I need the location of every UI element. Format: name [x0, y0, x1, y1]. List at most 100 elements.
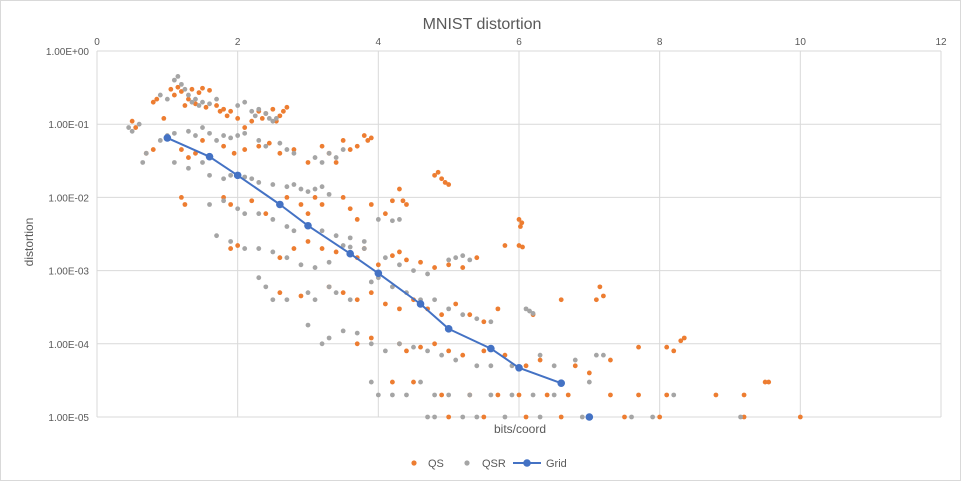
- qs-point: [519, 220, 525, 226]
- qs-point: [354, 341, 360, 347]
- qsr-point: [263, 143, 269, 149]
- qs-point: [586, 370, 592, 376]
- x-tick-label: 10: [795, 37, 807, 48]
- qsr-point: [270, 118, 276, 124]
- qs-point: [179, 89, 184, 94]
- qs-point: [495, 306, 501, 312]
- qs-point: [249, 118, 255, 124]
- qsr-point: [207, 130, 212, 136]
- qsr-point: [347, 244, 353, 250]
- qs-point: [284, 104, 290, 110]
- qs-point: [474, 255, 480, 261]
- qsr-point: [530, 311, 536, 316]
- qsr-point: [207, 172, 212, 178]
- qsr-point: [171, 160, 177, 165]
- qsr-point: [319, 341, 325, 347]
- legend-label-qsr: QSR: [482, 458, 506, 470]
- qs-point: [354, 143, 360, 149]
- qsr-point: [488, 319, 494, 325]
- qsr-point: [189, 99, 195, 105]
- qsr-point: [425, 271, 430, 277]
- qsr-point: [182, 86, 188, 92]
- qs-point: [256, 143, 262, 149]
- qsr-point: [411, 344, 416, 350]
- qsr-point: [446, 306, 452, 312]
- qs-point: [375, 262, 381, 268]
- qsr-point: [347, 235, 353, 241]
- qs-point: [235, 116, 241, 121]
- qs-point: [242, 147, 248, 152]
- grid-point: [444, 325, 453, 333]
- qs-point: [523, 414, 529, 420]
- qs-point: [200, 138, 205, 143]
- qs-point: [502, 243, 508, 248]
- qsr-point: [136, 121, 142, 127]
- y-tick-label: 1.00E-04: [48, 340, 89, 351]
- qsr-point: [474, 316, 480, 322]
- qs-point: [228, 202, 234, 207]
- qsr-point: [333, 290, 339, 296]
- qs-point: [516, 217, 522, 222]
- qs-point: [171, 92, 177, 98]
- qs-point: [572, 363, 578, 369]
- qs-point: [193, 150, 198, 156]
- qsr-point: [523, 306, 529, 312]
- qs-point: [221, 106, 227, 112]
- qsr-point: [143, 150, 149, 156]
- qsr-point: [186, 92, 191, 98]
- qs-point: [397, 249, 402, 255]
- qsr-point: [235, 103, 241, 108]
- qsr-point: [312, 155, 318, 160]
- y-axis-label: distortion: [22, 218, 36, 267]
- qs-point: [390, 198, 395, 204]
- qsr-point: [404, 392, 409, 398]
- qsr-point: [319, 228, 325, 234]
- qs-point: [797, 414, 803, 420]
- qsr-point: [273, 116, 279, 121]
- qsr-point: [284, 255, 290, 261]
- qs-point: [298, 202, 304, 207]
- qsr-point: [488, 363, 494, 369]
- qs-point: [291, 147, 297, 152]
- qs-point: [397, 306, 402, 312]
- qsr-point: [284, 147, 290, 152]
- y-tick-label: 1.00E-03: [48, 267, 89, 278]
- qs-point: [671, 348, 677, 354]
- qsr-point: [196, 103, 202, 108]
- qs-point: [608, 357, 613, 363]
- qs-point: [741, 392, 747, 398]
- qs-point: [231, 150, 237, 156]
- qs-point: [179, 147, 184, 152]
- qsr-point: [284, 184, 290, 190]
- qs-point: [347, 206, 353, 212]
- qs-point: [333, 249, 339, 255]
- qs-point: [207, 87, 212, 93]
- qsr-point: [418, 379, 423, 385]
- qsr-point: [361, 239, 367, 244]
- qsr-point: [284, 297, 290, 303]
- qsr-point: [382, 348, 388, 354]
- qsr-point: [453, 357, 459, 363]
- qsr-point: [738, 414, 743, 420]
- qs-point: [766, 379, 772, 385]
- qsr-point: [157, 92, 163, 98]
- qs-point: [460, 352, 466, 358]
- qsr-point: [312, 186, 318, 192]
- qs-point: [168, 86, 174, 92]
- qsr-point: [460, 312, 466, 318]
- qs-point: [636, 344, 641, 350]
- qs-point: [439, 176, 445, 182]
- qs-point: [277, 255, 283, 261]
- qs-point: [453, 301, 459, 307]
- qs-point: [221, 195, 227, 200]
- qs-point: [537, 357, 543, 363]
- grid-point: [416, 300, 425, 308]
- qsr-point: [175, 73, 181, 79]
- qsr-point: [242, 130, 248, 136]
- qs-point: [495, 392, 501, 398]
- qs-point: [368, 135, 374, 141]
- qsr-point: [164, 96, 170, 102]
- qsr-point: [242, 99, 248, 105]
